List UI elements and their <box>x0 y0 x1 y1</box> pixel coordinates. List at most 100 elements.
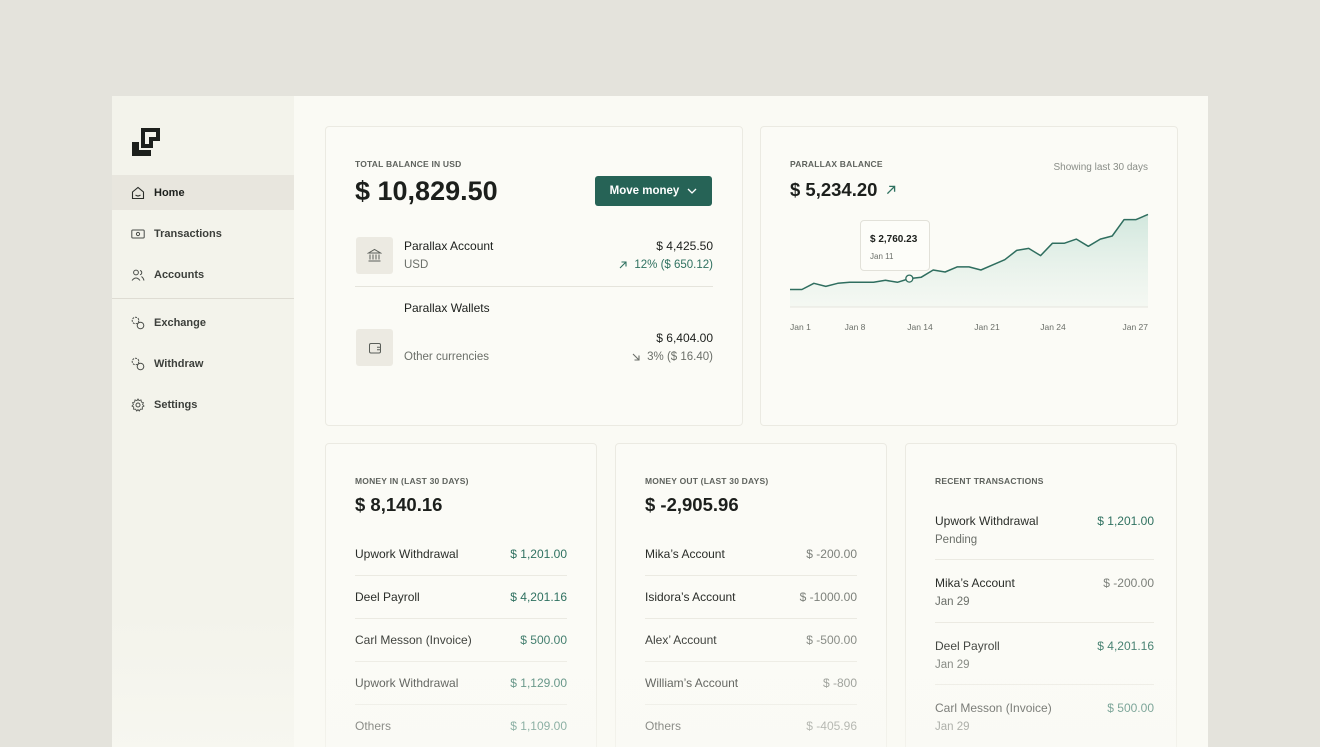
money-out-row-amount: $ -800 <box>822 676 857 690</box>
sidebar-item-label: Exchange <box>154 316 206 329</box>
account-change-text: 12% ($ 650.12) <box>634 259 713 271</box>
row-divider <box>935 622 1154 623</box>
parallax-balance-card: PARALLAX BALANCE Showing last 30 days $ … <box>760 126 1178 426</box>
range-note: Showing last 30 days <box>1053 162 1148 173</box>
arrow-down-right-icon <box>632 353 640 361</box>
recent-row-amount: $ 500.00 <box>1107 701 1154 715</box>
account-amount: $ 4,425.50 <box>656 239 713 253</box>
row-divider <box>645 661 857 662</box>
money-in-total: $ 8,140.16 <box>355 494 443 515</box>
money-out-card: MONEY OUT (LAST 30 DAYS) $ -2,905.96 Mik… <box>615 443 887 747</box>
recent-transactions-card: RECENT TRANSACTIONS Upwork Withdrawal Pe… <box>905 443 1177 747</box>
recent-row-date: Jan 29 <box>935 659 970 671</box>
recent-row-date: Jan 29 <box>935 596 970 608</box>
money-out-row-name: Mika’s Account <box>645 547 725 561</box>
row-divider <box>645 618 857 619</box>
chart-line <box>790 213 1149 291</box>
wallet-amount: $ 6,404.00 <box>656 331 713 345</box>
app-window: Home Transactions Accounts Exchange With… <box>112 96 1208 747</box>
recent-row-name[interactable]: Mika’s Account <box>935 576 1015 590</box>
sidebar-item-label: Transactions <box>154 227 222 240</box>
sidebar-item-accounts[interactable]: Accounts <box>112 257 294 292</box>
sidebar-item-label: Withdraw <box>154 357 204 370</box>
money-out-row-amount: $ -405.96 <box>806 719 857 733</box>
recent-row-status: Pending <box>935 534 978 546</box>
sidebar-item-transactions[interactable]: Transactions <box>112 216 294 251</box>
money-in-row-name: Upwork Withdrawal <box>355 547 459 561</box>
move-money-label: Move money <box>609 185 680 197</box>
wallet-icon <box>356 329 393 366</box>
wallet-change: 3% ($ 16.40) <box>631 351 713 363</box>
exchange-icon <box>131 316 145 329</box>
recent-row-name[interactable]: Upwork Withdrawal <box>935 514 1039 528</box>
row-divider <box>645 704 857 705</box>
total-balance-card: TOTAL BALANCE IN USD $ 10,829.50 Move mo… <box>325 126 743 426</box>
recent-row-amount: $ -200.00 <box>1103 576 1154 590</box>
sidebar-item-withdraw[interactable]: Withdraw <box>112 346 294 381</box>
money-out-row-name: William’s Account <box>645 676 739 690</box>
row-divider <box>935 684 1154 685</box>
sidebar-item-label: Accounts <box>154 268 205 281</box>
tooltip-value: $ 2,760.23 <box>870 234 918 245</box>
row-divider <box>355 618 567 619</box>
tooltip-date: Jan 11 <box>870 252 894 261</box>
recent-transactions-caption: RECENT TRANSACTIONS <box>935 476 1044 486</box>
wallet-sub: Other currencies <box>404 351 490 363</box>
x-tick-label: Jan 24 <box>1040 322 1066 332</box>
account-name: Parallax Account <box>404 239 494 253</box>
recent-row-name[interactable]: Deel Payroll <box>935 639 1000 653</box>
x-tick-label: Jan 27 <box>1122 322 1148 332</box>
wallet-change-text: 3% ($ 16.40) <box>647 351 713 363</box>
account-currency: USD <box>404 259 429 271</box>
money-in-row-amount: $ 500.00 <box>520 633 567 647</box>
withdraw-icon <box>131 357 145 370</box>
sidebar-item-exchange[interactable]: Exchange <box>112 305 294 340</box>
money-out-row-name: Alex’ Account <box>645 633 717 647</box>
money-in-row-amount: $ 1,201.00 <box>510 547 567 561</box>
money-out-row-amount: $ -1000.00 <box>799 590 857 604</box>
money-in-card: MONEY IN (LAST 30 DAYS) $ 8,140.16 Upwor… <box>325 443 597 747</box>
recent-row-amount: $ 4,201.16 <box>1097 639 1154 653</box>
sidebar-item-settings[interactable]: Settings <box>112 387 294 422</box>
logo-icon <box>132 128 160 156</box>
recent-row-amount: $ 1,201.00 <box>1097 514 1154 528</box>
cash-icon <box>131 229 145 238</box>
row-divider <box>355 575 567 576</box>
move-money-button[interactable]: Move money <box>595 176 712 206</box>
parallax-balance-amount: $ 5,234.20 <box>790 179 878 200</box>
money-in-caption: MONEY IN (LAST 30 DAYS) <box>355 476 469 486</box>
total-balance-value: $ 10,829.50 <box>355 176 498 206</box>
x-tick-label: Jan 8 <box>845 322 866 332</box>
money-out-row-name: Others <box>645 719 682 733</box>
sidebar-item-label: Home <box>154 186 185 199</box>
x-tick-label: Jan 14 <box>907 322 933 332</box>
account-change: 12% ($ 650.12) <box>618 259 713 271</box>
total-balance-caption: TOTAL BALANCE IN USD <box>355 159 462 169</box>
arrow-up-right-icon <box>887 185 896 195</box>
recent-row-name[interactable]: Carl Messon (Invoice) <box>935 701 1052 715</box>
money-in-row-amount: $ 1,109.00 <box>510 719 567 733</box>
money-in-row-name: Carl Messon (Invoice) <box>355 633 472 647</box>
chart-tooltip: $ 2,760.23 Jan 11 <box>860 220 930 271</box>
row-divider <box>935 559 1154 560</box>
chart-highlight-point[interactable] <box>905 274 914 283</box>
wallet-name: Parallax Wallets <box>404 301 490 315</box>
money-out-total: $ -2,905.96 <box>645 494 739 515</box>
money-in-row-name: Others <box>355 719 392 733</box>
x-tick-label: Jan 21 <box>974 322 1000 332</box>
row-divider <box>645 575 857 576</box>
x-tick-label: Jan 1 <box>790 322 811 332</box>
money-out-row-name: Isidora’s Account <box>645 590 736 604</box>
money-in-row-name: Upwork Withdrawal <box>355 676 459 690</box>
money-out-caption: MONEY OUT (LAST 30 DAYS) <box>645 476 769 486</box>
row-divider <box>355 704 567 705</box>
money-in-row-amount: $ 4,201.16 <box>510 590 567 604</box>
chart-area <box>790 214 1148 307</box>
balance-chart: Jan 1 Jan 8 Jan 14 Jan 21 Jan 24 Jan 27 <box>790 213 1149 332</box>
sidebar-item-label: Settings <box>154 398 198 411</box>
bank-icon <box>356 237 393 274</box>
sidebar-item-home[interactable]: Home <box>112 175 294 210</box>
money-in-row-name: Deel Payroll <box>355 590 420 604</box>
money-in-row-amount: $ 1,129.00 <box>510 676 567 690</box>
account-divider <box>355 286 713 287</box>
